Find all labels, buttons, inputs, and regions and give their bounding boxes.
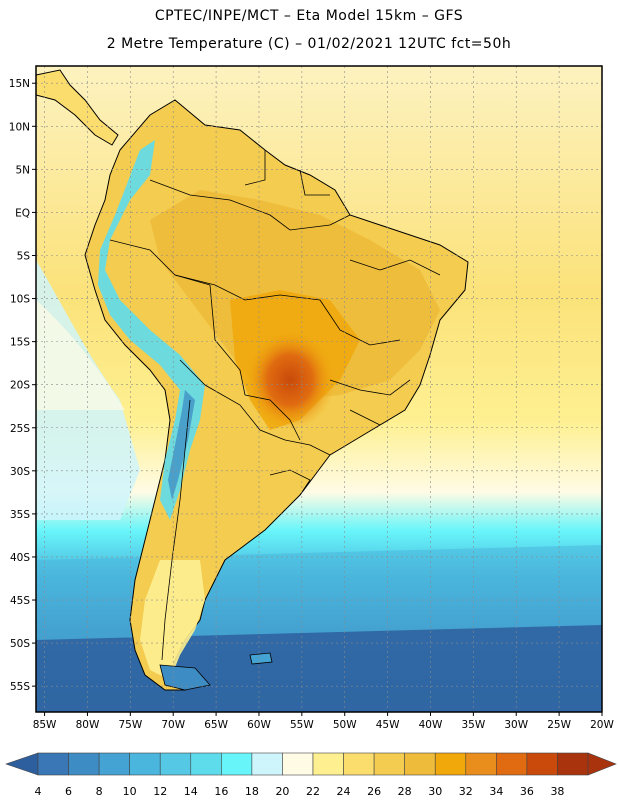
- colorbar-label: 28: [398, 785, 412, 798]
- latitude-label: EQ: [15, 207, 30, 219]
- colorbar-min-arrow: [5, 752, 39, 776]
- colorbar-label: 34: [489, 785, 503, 798]
- colorbar-label: 30: [428, 785, 442, 798]
- colorbar-label: 18: [245, 785, 259, 798]
- longitude-label: 35W: [461, 719, 485, 731]
- longitude-label: 60W: [247, 719, 271, 731]
- colorbar-label: 8: [96, 785, 103, 798]
- colorbar-label: 16: [214, 785, 228, 798]
- colorbar-swatch: [159, 752, 192, 776]
- longitude-labels: 85W 80W 75W 70W 65W 60W 55W 50W 45W 40W 35W 30W 25W 2…: [33, 712, 614, 731]
- colorbar-label: 24: [337, 785, 351, 798]
- colorbar-label: 20: [275, 785, 289, 798]
- colorbar-swatch: [373, 752, 405, 776]
- colorbar-swatch: [68, 752, 100, 776]
- latitude-labels: 15N 10N 5N EQ 5S 10S 15S 20S 25S 30S 35S 40S 45S 50S 5…: [9, 78, 36, 693]
- colorbar-swatch: [282, 752, 314, 776]
- colorbar-swatch: [37, 752, 69, 776]
- longitude-label: 55W: [290, 719, 314, 731]
- andes-cold-strip: [98, 140, 205, 520]
- longitude-label: 20W: [590, 719, 614, 731]
- colorbar-swatch: [343, 752, 375, 776]
- colorbar-swatch: [526, 752, 558, 776]
- tierra-del-fuego: [159, 664, 211, 691]
- longitude-label: 50W: [333, 719, 357, 731]
- colorbar-swatch: [404, 752, 436, 776]
- colorbar-label: 32: [459, 785, 473, 798]
- latitude-label: 30S: [10, 466, 30, 478]
- colorbar-swatch: [465, 752, 497, 776]
- colorbar-swatch: [221, 752, 253, 776]
- latitude-label: 35S: [10, 509, 30, 521]
- colorbar-max-arrow: [587, 752, 617, 776]
- colorbar-swatch: [496, 752, 528, 776]
- latitude-label: 50S: [10, 638, 30, 650]
- colorbar-label: 12: [153, 785, 167, 798]
- colorbar-swatch: [434, 752, 467, 776]
- falkland-islands: [249, 652, 273, 665]
- longitude-label: 40W: [419, 719, 443, 731]
- country-borders: [109, 150, 441, 661]
- colorbar-label: 4: [35, 785, 42, 798]
- longitude-label: 85W: [33, 719, 57, 731]
- southern-ocean-cold: [36, 625, 602, 712]
- pacific-mild-band: [36, 300, 125, 410]
- latitude-label: 40S: [10, 552, 30, 564]
- latitude-label: 5S: [17, 250, 31, 262]
- longitude-label: 45W: [376, 719, 400, 731]
- colorbar-label: 26: [367, 785, 381, 798]
- pantanal-hot-spot: [245, 330, 335, 430]
- latitude-label: 10N: [9, 121, 30, 133]
- longitude-label: 30W: [504, 719, 528, 731]
- longitude-label: 65W: [204, 719, 228, 731]
- colorbar-swatch: [190, 752, 222, 776]
- longitude-label: 80W: [76, 719, 100, 731]
- latitude-label: 15N: [9, 78, 30, 90]
- longitude-label: 70W: [161, 719, 185, 731]
- map-title-line1: CPTEC/INPE/MCT – Eta Model 15km – GFS: [154, 8, 464, 24]
- graticule: [36, 66, 602, 712]
- latitude-label: 10S: [10, 294, 30, 306]
- colorbar-swatch: [312, 752, 344, 776]
- patagonia-cool: [140, 560, 205, 680]
- colorbar-label: 36: [520, 785, 534, 798]
- longitude-label: 75W: [118, 719, 142, 731]
- latitude-label: 25S: [10, 423, 30, 435]
- colorbar-label: 38: [550, 785, 564, 798]
- colorbar-swatch: [129, 752, 161, 776]
- colorbar-label: 10: [123, 785, 137, 798]
- longitude-label: 25W: [547, 719, 571, 731]
- latitude-label: 55S: [10, 681, 30, 693]
- latitude-label: 45S: [10, 595, 30, 607]
- map-plot-area: [36, 66, 602, 712]
- colorbar: 4 6 8 10 12 14 16 18 20 22 24 26 28 30 32 34 36 38: [5, 752, 617, 798]
- colorbar-label: 6: [65, 785, 72, 798]
- latitude-label: 20S: [10, 380, 30, 392]
- map-frame: [35, 65, 603, 713]
- colorbar-swatch: [98, 752, 130, 776]
- colorbar-swatch: [557, 752, 589, 776]
- latitude-label: 5N: [15, 164, 30, 176]
- colorbar-swatch: [251, 752, 283, 776]
- map-title-line2: 2 Metre Temperature (C) – 01/02/2021 12U…: [106, 36, 512, 52]
- colorbar-label: 22: [306, 785, 320, 798]
- latitude-label: 15S: [10, 337, 30, 349]
- colorbar-label: 14: [184, 785, 198, 798]
